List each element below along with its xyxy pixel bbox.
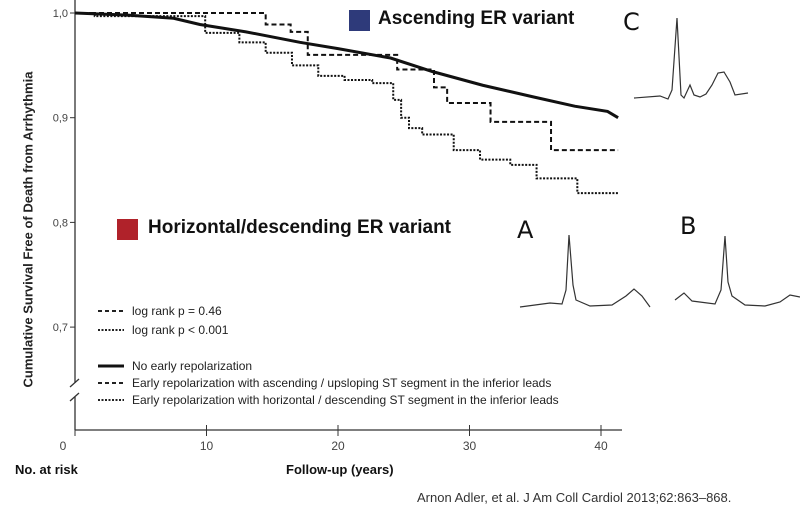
x-tick-label: 0 bbox=[60, 439, 67, 453]
no-at-risk-label: No. at risk bbox=[15, 462, 78, 477]
legend-label: Early repolarization with ascending / up… bbox=[132, 376, 552, 390]
survival-curve-dotted bbox=[75, 12, 619, 195]
survival-curve-solid bbox=[74, 11, 619, 119]
y-tick-label: 1,0 bbox=[53, 8, 68, 20]
stat-legend-label: log rank p < 0.001 bbox=[132, 323, 229, 337]
x-tick-label: 40 bbox=[594, 439, 608, 453]
survival-curve-dashed bbox=[75, 12, 619, 152]
x-tick-label: 30 bbox=[463, 439, 477, 453]
stat-legend-dashed: log rank p = 0.46 bbox=[98, 303, 222, 319]
axis-break-mark bbox=[69, 378, 80, 388]
stat-legend-label: log rank p = 0.46 bbox=[132, 304, 222, 318]
y-axis-label: Cumulative Survival Free of Death from A… bbox=[20, 71, 36, 388]
ecg-trace-a bbox=[519, 234, 651, 308]
x-tick-label: 10 bbox=[200, 439, 214, 453]
y-tick-label: 0,8 bbox=[53, 217, 68, 229]
panel-c-label: C bbox=[623, 8, 640, 36]
horizontal-label: Horizontal/descending ER variant bbox=[148, 217, 451, 238]
y-tick-label: 0,9 bbox=[53, 113, 68, 125]
legend-dashed: Early repolarization with ascending / up… bbox=[98, 375, 551, 391]
legend-dotted: Early repolarization with horizontal / d… bbox=[98, 392, 559, 408]
axis-break-mark bbox=[69, 392, 80, 402]
legend-label: No early repolarization bbox=[132, 359, 253, 373]
stat-legend-dotted: log rank p < 0.001 bbox=[98, 322, 228, 338]
legend-label: Early repolarization with horizontal / d… bbox=[132, 393, 559, 407]
ascending-label: Ascending ER variant bbox=[378, 8, 575, 29]
panel-b-label: B bbox=[680, 212, 697, 240]
ascending-swatch bbox=[349, 10, 370, 31]
y-tick-label: 0,7 bbox=[53, 322, 68, 334]
ecg-trace-c bbox=[633, 17, 749, 100]
x-axis-label: Follow-up (years) bbox=[286, 462, 394, 477]
horizontal-swatch bbox=[117, 219, 138, 240]
ecg-trace-b bbox=[674, 235, 800, 307]
x-tick-label: 20 bbox=[331, 439, 345, 453]
legend-solid: No early repolarization bbox=[98, 358, 252, 374]
citation: Arnon Adler, et al. J Am Coll Cardiol 20… bbox=[417, 490, 732, 505]
panel-a-label: A bbox=[517, 216, 534, 244]
